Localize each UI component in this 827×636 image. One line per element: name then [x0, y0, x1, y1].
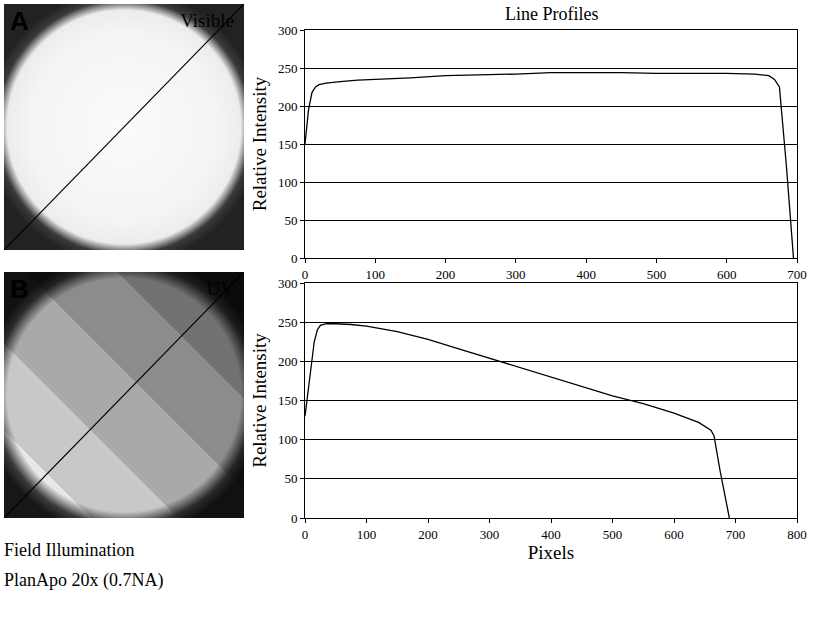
svg-text:300: 300: [506, 267, 526, 282]
svg-text:500: 500: [647, 267, 667, 282]
svg-text:0: 0: [291, 251, 298, 266]
svg-text:200: 200: [278, 354, 298, 369]
html-text:UV: UV: [206, 278, 234, 299]
svg-text:100: 100: [278, 175, 298, 190]
svg-text:400: 400: [541, 527, 561, 542]
svg-text:Relative Intensity: Relative Intensity: [249, 333, 270, 468]
svg-text:0: 0: [291, 511, 298, 526]
svg-text:0: 0: [302, 527, 309, 542]
svg-text:300: 300: [480, 527, 500, 542]
svg-text:300: 300: [278, 276, 298, 291]
svg-text:500: 500: [603, 527, 623, 542]
svg-text:700: 700: [787, 267, 807, 282]
svg-text:250: 250: [278, 61, 298, 76]
html-text:A: A: [10, 6, 29, 36]
svg-text:50: 50: [284, 213, 297, 228]
svg-text:700: 700: [726, 527, 746, 542]
svg-text:100: 100: [278, 432, 298, 447]
svg-text:200: 200: [436, 267, 456, 282]
svg-text:0: 0: [302, 267, 309, 282]
svg-text:800: 800: [787, 527, 807, 542]
svg-text:200: 200: [278, 99, 298, 114]
svg-text:250: 250: [278, 315, 298, 330]
svg-text:400: 400: [576, 267, 596, 282]
svg-text:100: 100: [366, 267, 386, 282]
svg-text:Relative Intensity: Relative Intensity: [249, 76, 270, 211]
svg-text:600: 600: [664, 527, 684, 542]
svg-text:300: 300: [278, 23, 298, 38]
html-text:Field Illumination: Field Illumination: [4, 540, 135, 560]
svg-text:200: 200: [418, 527, 438, 542]
svg-text:Pixels: Pixels: [528, 542, 574, 563]
svg-text:100: 100: [357, 527, 377, 542]
svg-text:Line Profiles: Line Profiles: [505, 4, 598, 24]
svg-text:150: 150: [278, 137, 298, 152]
html-text:PlanApo 20x (0.7NA): PlanApo 20x (0.7NA): [4, 570, 164, 590]
svg-text:600: 600: [717, 267, 737, 282]
html-text:Visible: Visible: [180, 10, 234, 31]
svg-text:150: 150: [278, 393, 298, 408]
html-text:B: B: [10, 274, 29, 304]
svg-text:50: 50: [284, 471, 297, 486]
